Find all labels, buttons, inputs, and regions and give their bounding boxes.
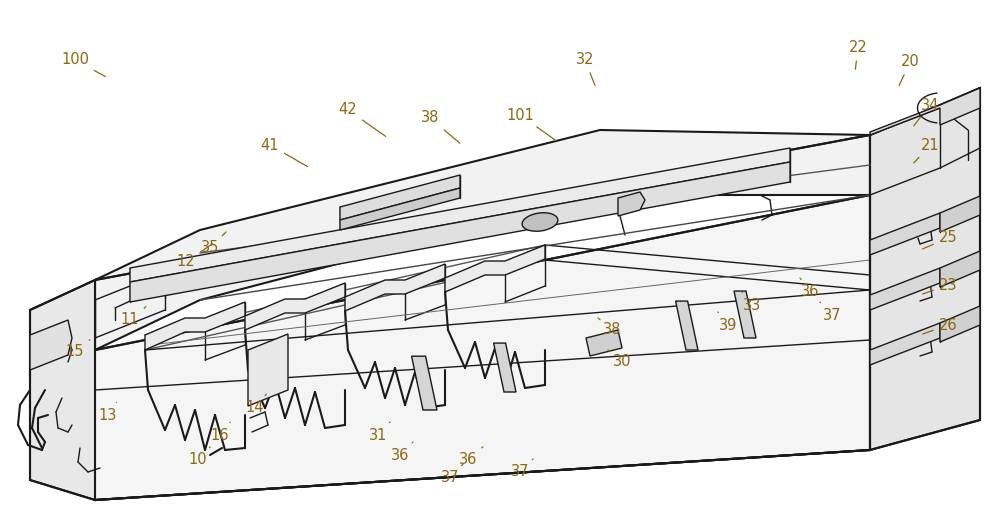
Polygon shape [145, 302, 245, 350]
Text: 14: 14 [246, 394, 266, 416]
Polygon shape [870, 88, 980, 135]
Text: 25: 25 [923, 231, 957, 249]
Polygon shape [940, 306, 980, 342]
Text: 12: 12 [177, 243, 213, 269]
Text: 38: 38 [598, 318, 621, 337]
Polygon shape [130, 162, 790, 302]
Text: 33: 33 [742, 292, 761, 313]
Polygon shape [870, 213, 940, 255]
Polygon shape [734, 291, 756, 338]
Polygon shape [95, 195, 870, 500]
Polygon shape [248, 334, 288, 406]
Text: 15: 15 [66, 340, 90, 360]
Polygon shape [345, 264, 445, 311]
Text: 10: 10 [189, 447, 210, 467]
Text: 37: 37 [441, 464, 463, 486]
Polygon shape [95, 130, 870, 350]
Text: 36: 36 [800, 278, 819, 299]
Text: 31: 31 [369, 422, 390, 442]
Text: 20: 20 [899, 54, 919, 86]
Polygon shape [245, 283, 345, 330]
Text: 38: 38 [421, 110, 460, 143]
Text: 30: 30 [608, 350, 631, 370]
Polygon shape [30, 320, 72, 370]
Text: 101: 101 [506, 108, 556, 140]
Text: 36: 36 [459, 447, 483, 467]
Text: 13: 13 [99, 402, 117, 422]
Polygon shape [445, 245, 545, 292]
Text: 37: 37 [820, 302, 841, 323]
Polygon shape [412, 356, 437, 410]
Polygon shape [340, 175, 460, 220]
Text: 39: 39 [718, 312, 737, 333]
Text: 41: 41 [261, 137, 308, 167]
Ellipse shape [522, 213, 558, 231]
Polygon shape [870, 88, 980, 450]
Text: 32: 32 [576, 52, 595, 86]
Text: 100: 100 [61, 52, 106, 77]
Text: 21: 21 [914, 137, 939, 163]
Text: 11: 11 [121, 307, 146, 327]
Polygon shape [130, 148, 790, 282]
Text: 23: 23 [923, 278, 957, 294]
Polygon shape [618, 192, 645, 216]
Polygon shape [586, 330, 622, 356]
Polygon shape [870, 323, 940, 365]
Polygon shape [940, 196, 980, 232]
Polygon shape [940, 251, 980, 287]
Polygon shape [870, 268, 940, 310]
Polygon shape [30, 280, 95, 500]
Text: 22: 22 [849, 41, 867, 69]
Text: 34: 34 [914, 98, 939, 126]
Text: 42: 42 [339, 102, 386, 136]
Text: 35: 35 [201, 232, 226, 256]
Text: 26: 26 [923, 317, 957, 334]
Text: 16: 16 [211, 422, 230, 442]
Text: 36: 36 [391, 442, 413, 463]
Polygon shape [676, 301, 698, 350]
Polygon shape [340, 188, 460, 230]
Text: 37: 37 [511, 459, 533, 479]
Polygon shape [494, 343, 516, 392]
